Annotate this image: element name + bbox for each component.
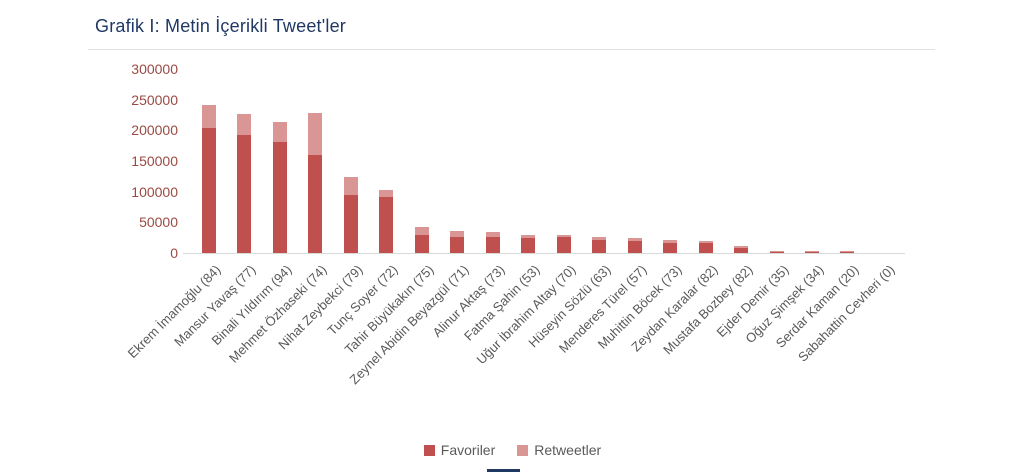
favoriler-bar	[308, 154, 323, 253]
favoriler-bar	[521, 237, 536, 253]
retweetler-bar	[308, 112, 323, 155]
favoriler-bar	[414, 235, 429, 253]
retweetler-bar	[734, 245, 749, 249]
favoriler-bar	[769, 252, 784, 253]
retweetler-bar	[202, 105, 216, 129]
retweetler-bar	[663, 239, 678, 243]
x-axis-line	[183, 253, 905, 254]
retweetler-bar	[414, 227, 429, 236]
favoriler-bar	[592, 240, 607, 253]
legend-label-retweetler: Retweetler	[534, 442, 602, 458]
favoriler-bar	[734, 248, 749, 253]
favoriler-bar	[485, 237, 500, 253]
y-axis-label: 150000	[131, 153, 178, 169]
retweetler-bar	[627, 238, 642, 241]
bottom-accent-dash	[487, 469, 520, 472]
favoriler-bar	[804, 252, 819, 253]
legend: Favoriler Retweetler	[90, 442, 935, 458]
retweetler-bar	[485, 232, 500, 238]
favoriler-bar	[698, 243, 713, 253]
retweetler-bar	[840, 250, 855, 253]
legend-label-favoriler: Favoriler	[440, 442, 496, 458]
y-axis-label: 300000	[131, 61, 178, 77]
y-axis-label: 200000	[131, 122, 178, 139]
favoriler-bar	[379, 197, 394, 253]
favoriler-swatch-icon	[423, 444, 435, 456]
favoriler-bar	[343, 194, 358, 253]
retweetler-bar	[556, 234, 571, 238]
favoriler-bar	[202, 128, 216, 253]
y-axis-label: 50000	[139, 214, 178, 231]
legend-item-favoriler: Favoriler	[423, 442, 496, 458]
chart-title: Grafik I: Metin İçerikli Tweet'ler	[95, 16, 346, 36]
retweetler-bar	[343, 176, 358, 195]
favoriler-bar	[840, 252, 855, 253]
retweetler-bar	[237, 113, 252, 136]
favoriler-bar	[663, 242, 678, 253]
retweetler-bar	[769, 250, 784, 253]
retweetler-swatch-icon	[517, 444, 529, 456]
retweetler-bar	[450, 230, 465, 238]
retweetler-bar	[698, 240, 713, 244]
favoriler-bar	[627, 240, 642, 253]
favoriler-bar	[237, 135, 252, 253]
legend-item-retweetler: Retweetler	[517, 442, 601, 458]
retweetler-bar	[592, 237, 607, 241]
favoriler-bar	[450, 237, 465, 253]
retweetler-bar	[804, 250, 819, 253]
title-divider	[88, 49, 935, 50]
retweetler-bar	[272, 121, 287, 142]
y-axis-label: 100000	[131, 183, 178, 200]
favoriler-bar	[272, 141, 287, 253]
favoriler-bar	[556, 237, 571, 253]
retweetler-bar	[521, 235, 536, 238]
y-axis-label: 250000	[131, 91, 178, 108]
retweetler-bar	[379, 190, 394, 198]
y-axis-label: 0	[170, 245, 178, 261]
